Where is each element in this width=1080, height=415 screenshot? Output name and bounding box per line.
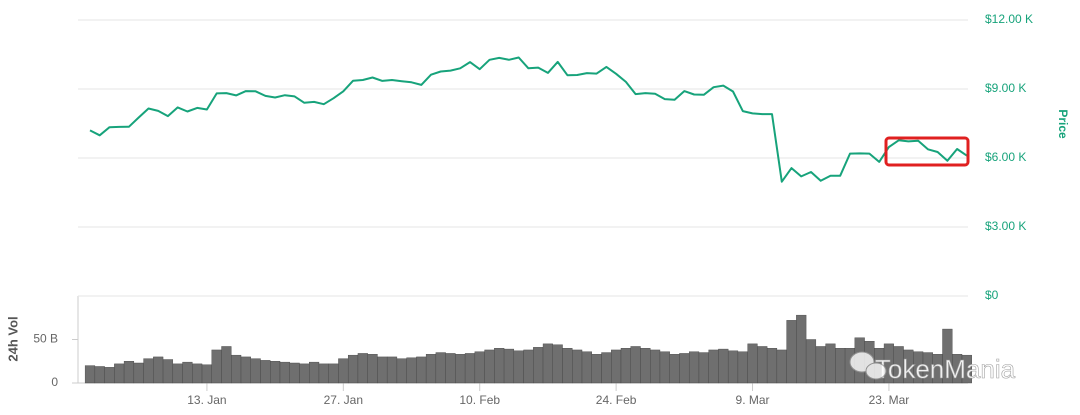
volume-bar — [796, 314, 807, 384]
volume-bar — [162, 359, 174, 384]
volume-bar — [386, 356, 398, 384]
volume-bar — [620, 348, 631, 384]
watermark: TokenMania — [875, 354, 1016, 384]
volume-bar — [513, 350, 524, 384]
volume-bar — [260, 360, 271, 384]
volume-bar — [270, 361, 281, 384]
x-tick-label: 24. Feb — [596, 393, 637, 407]
volume-bar — [455, 354, 466, 384]
x-tick-label: 23. Mar — [869, 393, 910, 407]
volume-bar — [669, 354, 680, 384]
volume-bar — [708, 349, 719, 384]
volume-bar — [347, 354, 359, 384]
volume-bar — [299, 363, 310, 384]
volume-bar — [318, 363, 329, 384]
volume-bar — [445, 353, 456, 384]
volume-bar — [679, 353, 690, 384]
volume-bar — [776, 349, 787, 384]
x-tick-label: 9. Mar — [736, 393, 770, 407]
volume-bar — [172, 363, 183, 384]
watermark-icon — [849, 351, 887, 380]
volume-bar — [94, 366, 105, 384]
volume-bar — [718, 348, 729, 384]
volume-bar — [114, 363, 125, 384]
volume-bar — [474, 351, 485, 384]
volume-bar — [221, 346, 232, 384]
volume-bar — [698, 352, 709, 384]
volume-bar — [367, 354, 378, 384]
y-tick-label: $12.00 K — [985, 12, 1033, 26]
volume-bar — [572, 349, 583, 384]
volume-bar — [747, 343, 758, 384]
volume-bar — [581, 351, 592, 384]
highlight-box — [884, 136, 970, 167]
y-axis-title: Price — [1056, 109, 1070, 139]
volume-bar — [240, 356, 251, 384]
volume-bar — [630, 346, 641, 384]
y-tick-label: $9.00 K — [985, 81, 1026, 95]
volume-bar — [835, 348, 846, 384]
volume-bar — [659, 351, 670, 384]
volume-bar — [231, 354, 242, 384]
volume-bar — [523, 349, 534, 384]
volume-bar — [338, 358, 349, 384]
volume-bar — [416, 356, 427, 384]
volume-bar — [591, 354, 602, 384]
volume-bar — [289, 362, 300, 384]
volume-bar — [688, 351, 700, 384]
volume-bar — [406, 357, 417, 384]
volume-bar — [425, 354, 437, 384]
volume-bar — [123, 361, 135, 384]
volume-bar — [211, 349, 222, 384]
volume-bar — [640, 348, 651, 384]
volume-bar — [464, 353, 476, 384]
volume-bar — [357, 353, 368, 384]
volume-bar — [309, 361, 320, 384]
volume-bar — [503, 348, 515, 384]
volume-bar — [201, 364, 212, 384]
volume-bar — [601, 352, 612, 384]
volume-bar — [727, 350, 739, 384]
price-line — [89, 56, 968, 183]
y2-axis-title: 24h Vol — [5, 316, 20, 361]
volume-bar — [961, 354, 972, 384]
volume-bar — [542, 343, 553, 384]
volume-bar — [552, 344, 563, 384]
y2-tick-label: 0 — [51, 375, 58, 389]
x-tick-label: 13. Jan — [187, 393, 226, 407]
volume-bar — [611, 349, 622, 384]
volume-bar — [192, 363, 203, 384]
y-tick-label: $6.00 K — [985, 150, 1026, 164]
volume-bar — [562, 348, 573, 384]
x-tick-label: 27. Jan — [324, 393, 363, 407]
volume-bar — [737, 351, 748, 384]
volume-bar — [153, 356, 164, 384]
y-tick-label: $0 — [985, 288, 999, 302]
volume-bar — [104, 367, 115, 384]
y2-tick-label: 50 B — [33, 332, 58, 346]
volume-bar — [279, 361, 290, 384]
volume-bar — [328, 363, 339, 384]
volume-bar — [815, 346, 826, 384]
volume-bar — [250, 358, 261, 384]
x-tick-label: 10. Feb — [459, 393, 500, 407]
volume-bar — [757, 346, 768, 384]
volume-bar — [825, 343, 836, 384]
y-tick-label: $3.00 K — [985, 219, 1026, 233]
volume-bar — [84, 365, 96, 384]
volume-bar — [786, 320, 797, 384]
volume-bar — [805, 339, 817, 384]
volume-bar — [766, 348, 778, 384]
volume-bar — [133, 362, 144, 384]
volume-bar — [650, 349, 661, 384]
volume-bar — [143, 358, 154, 384]
volume-bar — [533, 347, 544, 384]
volume-bar — [182, 361, 193, 384]
volume-bar — [396, 358, 407, 384]
volume-bar — [377, 356, 388, 384]
volume-bar — [484, 349, 495, 384]
volume-bar — [435, 352, 446, 384]
volume-bar — [494, 348, 505, 384]
